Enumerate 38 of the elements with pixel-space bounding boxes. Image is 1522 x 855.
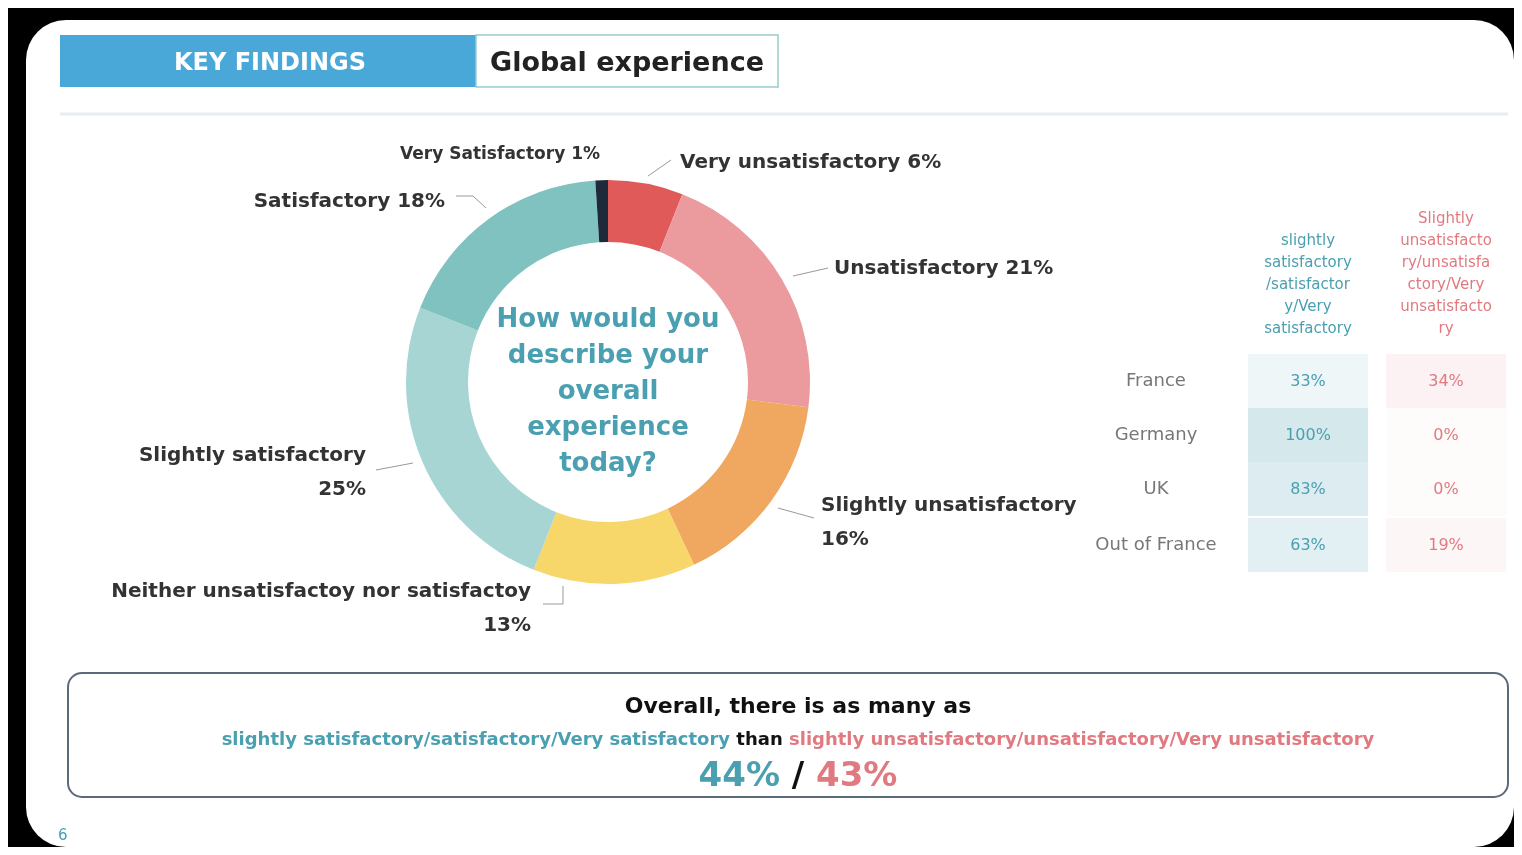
text: 6 [58,826,68,844]
data-label: 13% [483,612,531,636]
y-tick-label: UK [1143,477,1170,498]
data-label: 0% [1433,424,1459,444]
text: slightly unsatisfactory/unsatisfactory/Very unsatisfactory [789,728,1375,749]
text: How would you describe your overall experience today? [496,303,720,477]
slice-label: Neither unsatisfactoy nor satisfactoy [111,578,531,602]
x-tick-label: slightly satisfactory /satisfactory/Very satisfactory [1264,231,1352,337]
x-tick-label: Slightly unsatisfactory/unsatisfactory/Very unsatisfactory [1400,209,1492,337]
slice-label: Very unsatisfactory 6% [680,149,942,173]
data-label: 100% [1285,424,1331,444]
donut-slice [595,180,608,243]
y-tick-label: France [1126,369,1186,390]
slice-label: Satisfactory 18% [253,188,445,212]
data-label: 16% [821,526,869,550]
slice-label: Slightly unsatisfactory [821,492,1077,516]
text: Overall, there is as many as [624,693,972,718]
text: slightly satisfactory/satisfactory/Very satisfactory [221,728,731,749]
data-label: 19% [1428,534,1464,554]
data-label: 0% [1433,478,1459,498]
data-label: 63% [1290,534,1326,554]
donut-slice [533,508,695,584]
text: than [730,728,790,749]
data-label: 25% [318,476,366,500]
slice-label: Very Satisfactory 1% [400,143,600,163]
slice-label: Unsatisfactory 21% [834,255,1054,279]
text: / [779,754,817,794]
chart-title: Global experience [490,46,764,77]
text: 44% [698,754,780,794]
y-tick-label: Germany [1114,423,1198,444]
data-label: 33% [1290,370,1326,390]
slice-label: Slightly satisfactory [138,442,366,466]
chart-subtitle: KEY FINDINGS [173,48,367,76]
y-tick-label: Out of France [1095,533,1217,554]
data-label: 83% [1290,478,1326,498]
data-label: 34% [1428,370,1464,390]
donut-slice [608,180,683,252]
text: 43% [816,754,898,794]
